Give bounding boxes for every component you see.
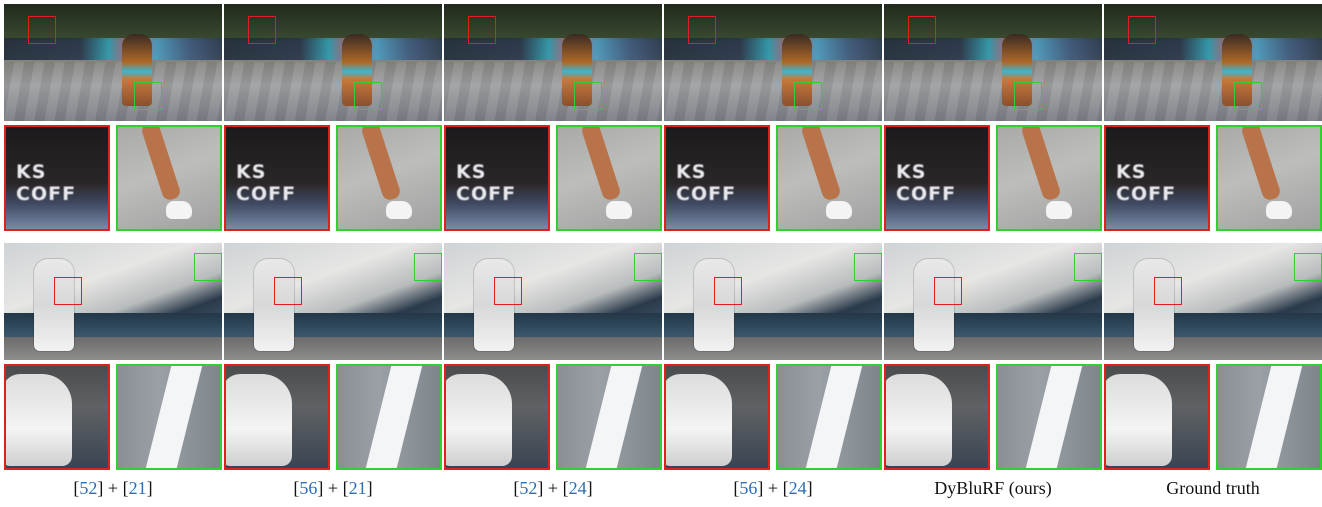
red-crop-box	[274, 277, 302, 305]
walking-people	[782, 34, 812, 106]
zoom-building-crop	[776, 364, 882, 470]
zoom-building-crop	[336, 364, 442, 470]
red-crop-box	[908, 16, 936, 44]
zoom-leg-crop	[776, 125, 882, 231]
green-crop-box	[1014, 82, 1042, 110]
column-label: DyBluRF (ours)	[934, 478, 1052, 498]
walking-people	[122, 34, 152, 106]
walking-people	[562, 34, 592, 106]
poolside-scene-image	[444, 243, 662, 360]
zoom-sign-crop: KS COFF	[884, 125, 990, 231]
zoom-shirt-crop	[224, 364, 330, 470]
zoom-building-crop	[1216, 364, 1322, 470]
red-crop-box	[934, 277, 962, 305]
man-white-outfit	[34, 259, 74, 351]
man-white-outfit	[474, 259, 514, 351]
column-label: [52] + [24]	[513, 478, 593, 498]
zoom-sign-crop: KS COFF	[224, 125, 330, 231]
street-scene-image	[444, 4, 662, 121]
column-label: [56] + [21]	[293, 478, 373, 498]
green-crop-box	[134, 82, 162, 110]
red-crop-box	[468, 16, 496, 44]
zoom-sign-crop: KS COFF	[4, 125, 110, 231]
zoom-shirt-crop	[884, 364, 990, 470]
zoom-leg-crop	[996, 125, 1102, 231]
green-crop-box	[194, 253, 222, 281]
zoom-building-crop	[116, 364, 222, 470]
poolside-scene-image	[4, 243, 222, 360]
street-scene-image	[1104, 4, 1322, 121]
green-crop-box	[854, 253, 882, 281]
red-crop-box	[494, 277, 522, 305]
zoom-building-crop	[996, 364, 1102, 470]
poolside-scene-image	[884, 243, 1102, 360]
red-crop-box	[54, 277, 82, 305]
green-crop-box	[794, 82, 822, 110]
green-crop-box	[1294, 253, 1322, 281]
poolside-scene-image	[224, 243, 442, 360]
zoom-leg-crop	[556, 125, 662, 231]
man-white-outfit	[1134, 259, 1174, 351]
green-crop-box	[1234, 82, 1262, 110]
man-white-outfit	[694, 259, 734, 351]
column-label: Ground truth	[1166, 478, 1260, 498]
green-crop-box	[354, 82, 382, 110]
zoom-sign-crop: KS COFF	[444, 125, 550, 231]
zoom-sign-crop: KS COFF	[1104, 125, 1210, 231]
zoom-leg-crop	[1216, 125, 1322, 231]
zoom-leg-crop	[336, 125, 442, 231]
street-scene-image	[884, 4, 1102, 121]
walking-people	[1002, 34, 1032, 106]
walking-people	[1222, 34, 1252, 106]
street-scene-image	[4, 4, 222, 121]
man-white-outfit	[914, 259, 954, 351]
red-crop-box	[714, 277, 742, 305]
trees	[4, 4, 222, 40]
red-crop-box	[688, 16, 716, 44]
street-scene-image	[224, 4, 442, 121]
green-crop-box	[574, 82, 602, 110]
green-crop-box	[414, 253, 442, 281]
green-crop-box	[1074, 253, 1102, 281]
man-white-outfit	[254, 259, 294, 351]
green-crop-box	[634, 253, 662, 281]
stall-banners	[4, 38, 222, 60]
zoom-leg-crop	[116, 125, 222, 231]
red-crop-box	[1128, 16, 1156, 44]
poolside-scene-image	[1104, 243, 1322, 360]
zoom-shirt-crop	[664, 364, 770, 470]
zoom-building-crop	[556, 364, 662, 470]
poolside-scene-image	[664, 243, 882, 360]
zoom-shirt-crop	[1104, 364, 1210, 470]
zoom-shirt-crop	[4, 364, 110, 470]
red-crop-box	[1154, 277, 1182, 305]
column-label: [56] + [24]	[733, 478, 813, 498]
zoom-shirt-crop	[444, 364, 550, 470]
street-scene-image	[664, 4, 882, 121]
tiled-ground	[4, 62, 222, 121]
walking-people	[342, 34, 372, 106]
column-label: [52] + [21]	[73, 478, 153, 498]
red-crop-box	[248, 16, 276, 44]
red-crop-box	[28, 16, 56, 44]
zoom-sign-crop: KS COFF	[664, 125, 770, 231]
